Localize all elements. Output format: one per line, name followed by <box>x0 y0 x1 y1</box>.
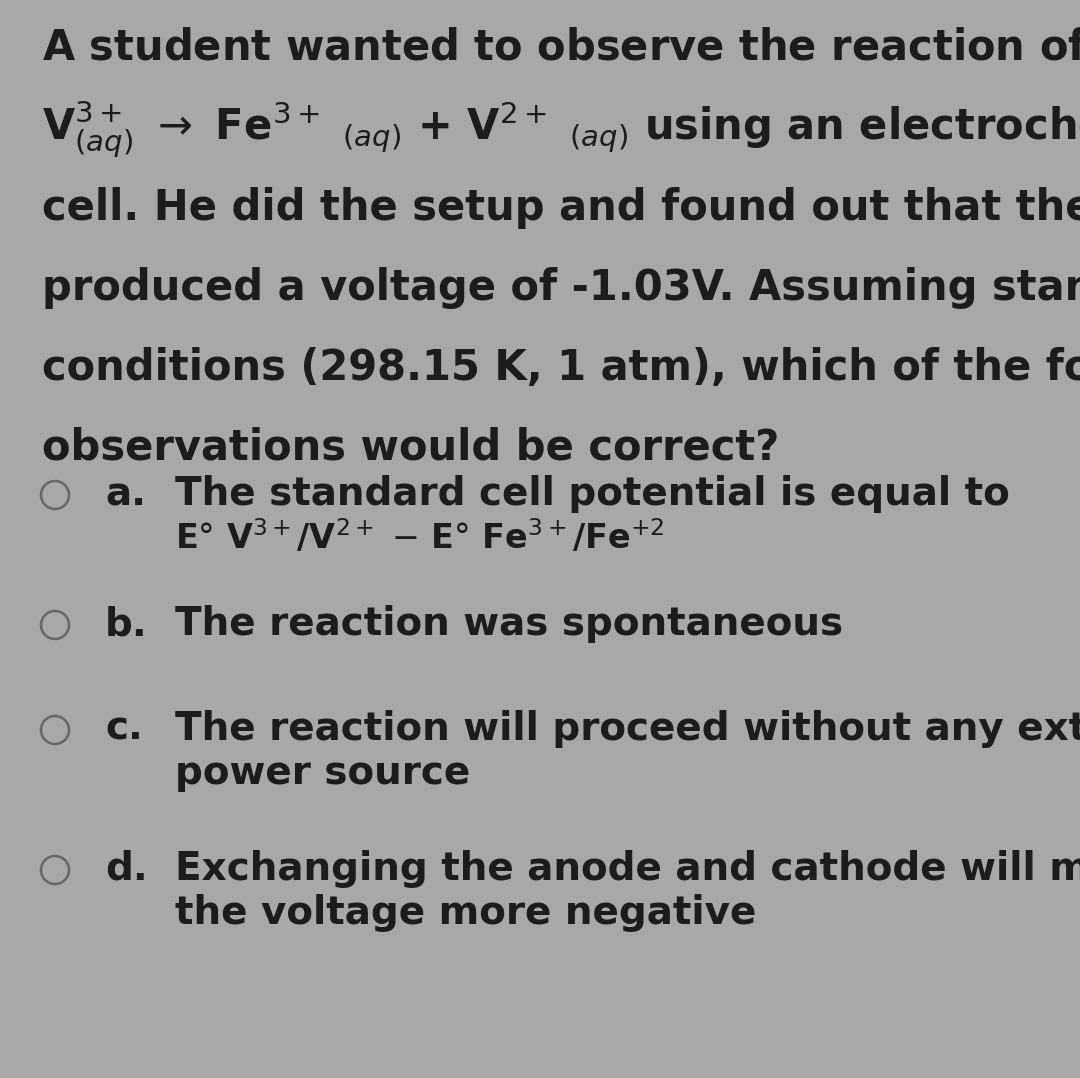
Text: A student wanted to observe the reaction of Fe$^{2+}_{(aq)}$ +: A student wanted to observe the reaction… <box>42 19 1080 80</box>
Text: d.: d. <box>105 849 148 888</box>
Text: E$°$ V$^{3+}$/V$^{2+}$ $-$ E$°$ Fe$^{3+}$/Fe$^{+2}$: E$°$ V$^{3+}$/V$^{2+}$ $-$ E$°$ Fe$^{3+}… <box>175 519 664 556</box>
Text: b.: b. <box>105 605 148 642</box>
Text: V$^{3+}_{(aq)}$ $\rightarrow$ Fe$^{3+}$ $_{(aq)}$ + V$^{2+}$ $_{(aq)}$ using an : V$^{3+}_{(aq)}$ $\rightarrow$ Fe$^{3+}$ … <box>42 98 1080 160</box>
Text: The standard cell potential is equal to: The standard cell potential is equal to <box>175 475 1010 513</box>
Text: cell. He did the setup and found out that the cell: cell. He did the setup and found out tha… <box>42 186 1080 229</box>
Text: conditions (298.15 K, 1 atm), which of the following: conditions (298.15 K, 1 atm), which of t… <box>42 347 1080 389</box>
Text: Exchanging the anode and cathode will make: Exchanging the anode and cathode will ma… <box>175 849 1080 888</box>
Text: produced a voltage of -1.03V. Assuming standard: produced a voltage of -1.03V. Assuming s… <box>42 267 1080 309</box>
Text: observations would be correct?: observations would be correct? <box>42 427 780 469</box>
Text: the voltage more negative: the voltage more negative <box>175 894 756 932</box>
Text: c.: c. <box>105 710 143 748</box>
Text: The reaction will proceed without any external: The reaction will proceed without any ex… <box>175 710 1080 748</box>
Text: The reaction was spontaneous: The reaction was spontaneous <box>175 605 843 642</box>
Text: a.: a. <box>105 475 146 513</box>
Text: power source: power source <box>175 754 470 792</box>
